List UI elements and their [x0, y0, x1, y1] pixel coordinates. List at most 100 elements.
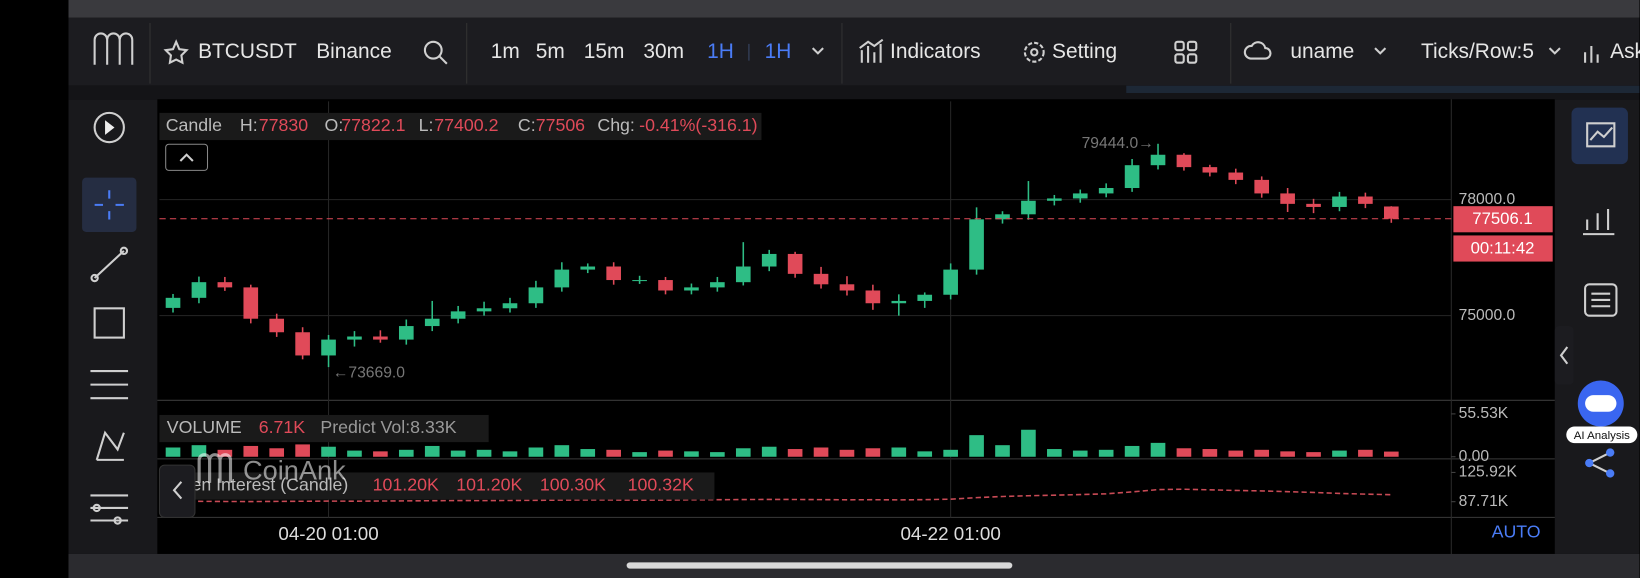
- candle-body: [295, 332, 310, 356]
- volume-bar: [1124, 445, 1140, 457]
- list-lines: [1591, 292, 1611, 308]
- user[interactable]: uname: [1290, 40, 1354, 63]
- candle-body: [1358, 196, 1373, 204]
- collapse-tab[interactable]: [1554, 326, 1574, 385]
- candle-body: [969, 219, 984, 270]
- legend-key: H:: [240, 115, 258, 135]
- indicators-icon[interactable]: [859, 38, 884, 63]
- candle-body: [813, 273, 829, 285]
- volume-value: 6.71K: [259, 417, 306, 437]
- chevron[interactable]: [1548, 47, 1561, 55]
- volume-bar: [269, 448, 285, 457]
- volume-bar: [1332, 450, 1347, 457]
- logo[interactable]: [93, 32, 134, 65]
- volume-bar: [1383, 451, 1399, 457]
- volume-bar: [1228, 450, 1244, 457]
- candle-body: [1383, 206, 1399, 219]
- legend-key: Chg:: [597, 115, 635, 135]
- left-toolbar: [82, 111, 137, 525]
- hlines-tool[interactable]: [90, 370, 129, 400]
- volume-bar: [476, 449, 492, 457]
- legend-key: O:: [325, 115, 344, 135]
- max-annotation: 79444.0→: [1082, 135, 1154, 152]
- candle-body: [450, 311, 466, 319]
- chevron[interactable]: [811, 47, 824, 55]
- volume-bar: [424, 445, 440, 457]
- legend-toggle[interactable]: [165, 143, 209, 171]
- star-icon[interactable]: [163, 39, 189, 65]
- legend-value: 77506: [536, 115, 585, 135]
- ask[interactable]: Ask: [1610, 40, 1640, 63]
- gear-icon[interactable]: [1023, 41, 1045, 63]
- interval[interactable]: 5m: [536, 40, 565, 63]
- candle-body: [191, 282, 207, 298]
- ask-icon[interactable]: [1584, 45, 1599, 63]
- volume-bar: [580, 449, 596, 457]
- price-tag-bg: [1453, 206, 1553, 233]
- candle-body: [606, 266, 621, 281]
- share-dot: [1605, 448, 1615, 457]
- candle-body: [1072, 193, 1088, 199]
- list-tool[interactable]: [1584, 283, 1618, 317]
- volume-bar: [865, 448, 881, 457]
- ai-label[interactable]: AI Analysis: [1574, 430, 1630, 442]
- volume-bar: [684, 451, 699, 457]
- volume-bar: [1021, 429, 1036, 457]
- candle-body: [321, 339, 336, 356]
- symbol[interactable]: BTCUSDT: [198, 40, 297, 63]
- interval[interactable]: 15m: [584, 40, 625, 63]
- legend-value: 77400.2: [434, 115, 498, 135]
- volume-bar: [554, 445, 570, 457]
- auto-scale[interactable]: AUTO: [1492, 522, 1541, 542]
- candle-body: [1228, 172, 1244, 180]
- search-icon[interactable]: [423, 40, 448, 65]
- back-arrow: [172, 481, 183, 500]
- x-tick-label: 04-20 01:00: [278, 523, 378, 544]
- indicators[interactable]: Indicators: [890, 40, 981, 63]
- setting[interactable]: Setting: [1052, 40, 1117, 63]
- watermark: CoinAnk: [197, 453, 346, 486]
- line-end: [90, 273, 99, 283]
- volume-bar: [787, 449, 803, 457]
- ticks-row[interactable]: Ticks/Row:5: [1421, 40, 1534, 63]
- cloud-icon[interactable]: [1243, 41, 1272, 60]
- interval[interactable]: 1m: [491, 40, 520, 63]
- candle-body: [761, 253, 777, 267]
- legend-value: 77830: [259, 115, 308, 135]
- right-toolbar: AI Analysis: [1554, 107, 1638, 478]
- line-tool[interactable]: [93, 250, 125, 279]
- pattern-tool[interactable]: [95, 430, 125, 461]
- candle-body: [502, 303, 518, 309]
- oi-title: Open Interest (Candle): [168, 475, 349, 495]
- exchange[interactable]: Binance: [316, 40, 392, 63]
- candle-body: [710, 282, 725, 288]
- volume-bar: [1072, 450, 1088, 457]
- chart-view-tool[interactable]: [1571, 107, 1628, 165]
- layout-icon[interactable]: [1174, 40, 1198, 64]
- candle-body: [476, 308, 492, 312]
- search-handle: [438, 55, 448, 65]
- oi-value: 101.20K: [373, 475, 439, 495]
- plot: 75000.0 78000.0 04-20 01:00 04-22 01:00 7750…: [159, 101, 1553, 544]
- candle-body: [347, 336, 362, 340]
- play-tool[interactable]: [93, 111, 125, 144]
- chevron[interactable]: [1374, 47, 1387, 55]
- crosshair-tool[interactable]: [82, 177, 137, 233]
- interval[interactable]: 30m: [643, 40, 684, 63]
- back-button[interactable]: [158, 464, 196, 518]
- interval[interactable]: 1H: [707, 40, 734, 63]
- search-lens: [423, 40, 443, 60]
- share-dot: [1585, 458, 1594, 468]
- layout-cell: [1174, 53, 1185, 64]
- volume-bar: [917, 451, 933, 457]
- candle-body: [943, 269, 958, 295]
- interval-selected[interactable]: 1H: [765, 40, 792, 63]
- legend-value: 77822.1: [341, 115, 405, 135]
- candle-body: [1332, 196, 1347, 207]
- rect-tool[interactable]: [93, 307, 125, 339]
- volume-bar: [347, 450, 362, 457]
- candle-body: [1254, 179, 1270, 194]
- candle-body: [995, 214, 1010, 220]
- depth-tool[interactable]: [1583, 209, 1615, 236]
- volume-bar: [735, 448, 751, 457]
